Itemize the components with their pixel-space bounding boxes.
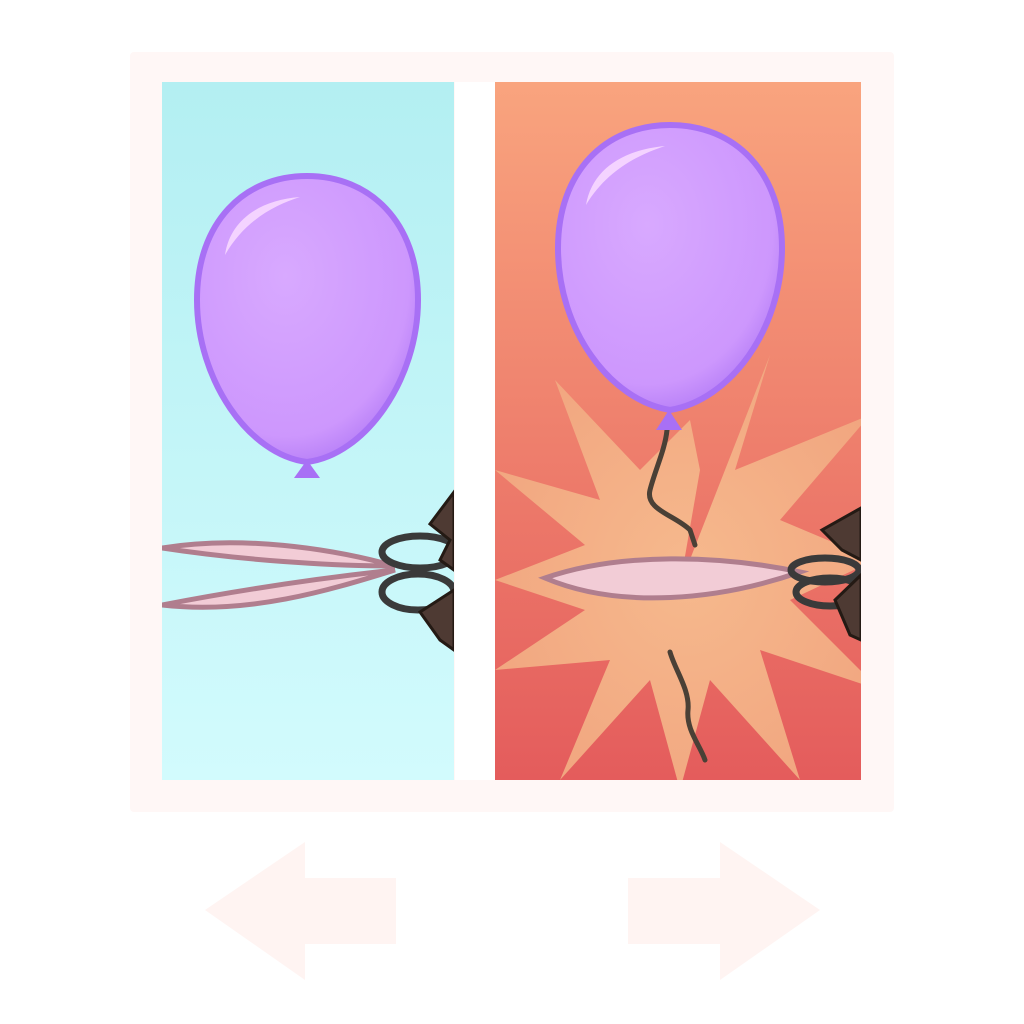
scissors-open-icon — [162, 489, 454, 652]
arrow-left-icon[interactable] — [205, 842, 396, 980]
balloon-icon — [193, 172, 422, 478]
scissors-closed-icon — [538, 506, 861, 642]
panel-after — [495, 82, 861, 780]
balloon-icon — [554, 121, 786, 430]
balloon-string-lower — [667, 649, 708, 763]
hand-icon — [819, 506, 861, 642]
balloon-string-upper — [647, 427, 698, 548]
panel-divider — [455, 82, 495, 780]
hand-icon — [417, 489, 454, 652]
arrow-right-icon[interactable] — [628, 842, 820, 980]
panel-before — [162, 82, 454, 780]
